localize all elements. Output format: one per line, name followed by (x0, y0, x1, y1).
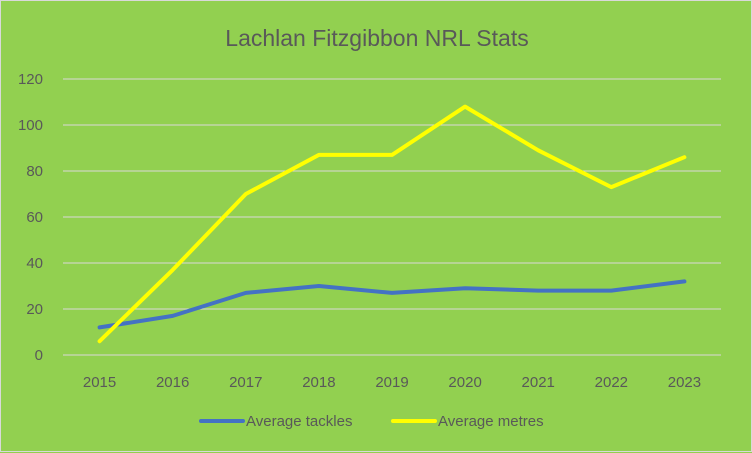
y-tick-label: 40 (26, 255, 43, 272)
gridlines (63, 78, 721, 356)
y-tick-label: 0 (35, 347, 43, 364)
legend: Average tackles Average metres (199, 413, 544, 430)
y-tick-label: 100 (18, 117, 43, 134)
x-axis-ticks: 2015 2016 2017 2018 2019 2020 2021 2022 2023 (83, 374, 701, 391)
y-tick-label: 20 (26, 301, 43, 318)
x-tick-label: 2020 (448, 374, 481, 391)
series-lines (97, 104, 687, 344)
x-tick-label: 2017 (229, 374, 262, 391)
chart-title: Lachlan Fitzgibbon NRL Stats (225, 25, 528, 51)
x-tick-label: 2021 (522, 374, 555, 391)
legend-label: Average tackles (246, 413, 352, 430)
x-tick-label: 2016 (156, 374, 189, 391)
x-tick-label: 2019 (375, 374, 408, 391)
y-tick-label: 120 (18, 71, 43, 88)
legend-label: Average metres (438, 413, 544, 430)
x-tick-label: 2015 (83, 374, 116, 391)
y-axis-ticks: 0 20 40 60 80 100 120 (18, 71, 43, 364)
x-tick-label: 2022 (595, 374, 628, 391)
y-tick-label: 60 (26, 209, 43, 226)
series-line-average-metres (97, 104, 687, 344)
x-tick-label: 2018 (302, 374, 335, 391)
y-tick-label: 80 (26, 163, 43, 180)
series-line-average-tackles (97, 279, 687, 330)
x-tick-label: 2023 (668, 374, 701, 391)
